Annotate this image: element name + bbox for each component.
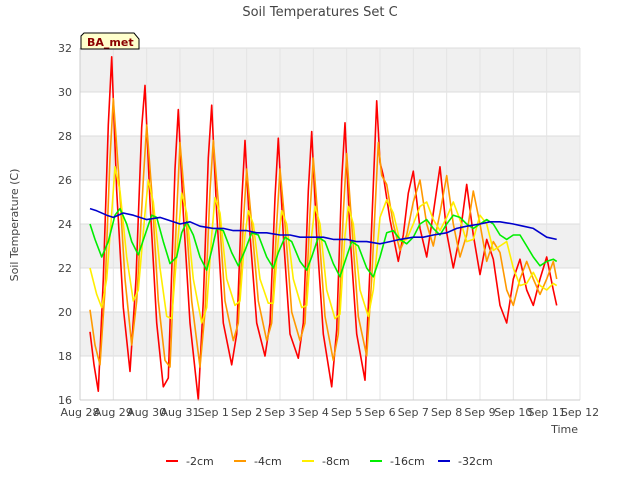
x-tick-label: Sep 3 — [264, 406, 295, 419]
y-tick-label: 30 — [58, 86, 72, 99]
y-tick-label: 26 — [58, 174, 72, 187]
plot-band — [80, 48, 580, 92]
series-line-32cmcm — [89, 207, 557, 245]
y-tick-label: 24 — [58, 218, 72, 231]
x-tick-label: Aug 29 — [94, 406, 133, 419]
plot-band — [80, 136, 580, 180]
plot-band — [80, 180, 580, 224]
x-axis-title: Time — [550, 423, 578, 436]
x-tick-label: Sep 1 — [198, 406, 229, 419]
y-axis-ticks: 16 18 20 22 24 26 28 30 32 — [58, 42, 72, 407]
x-tick-label: Sep 2 — [231, 406, 262, 419]
legend-label: -32cm — [458, 455, 493, 468]
plot-band — [80, 92, 580, 136]
y-tick-label: 28 — [58, 130, 72, 143]
plot-background — [80, 48, 580, 400]
y-tick-label: 20 — [58, 306, 72, 319]
chart-title: Soil Temperatures Set C — [242, 5, 397, 20]
y-axis-title: Soil Temperature (C) — [8, 169, 21, 282]
legend-label: -8cm — [322, 455, 350, 468]
x-tick-label: Aug 30 — [127, 406, 166, 419]
x-tick-label: Aug 31 — [161, 406, 200, 419]
series-layer — [89, 55, 558, 401]
x-tick-label: Sep 7 — [398, 406, 429, 419]
axes — [79, 48, 580, 401]
x-tick-label: Sep 6 — [364, 406, 395, 419]
legend-label: -16cm — [390, 455, 425, 468]
legend-label: -2cm — [186, 455, 214, 468]
badge-shape — [80, 32, 140, 50]
series-line-4cmcm — [89, 97, 558, 368]
legend: -2cm -4cm -8cm -16cm -32cm — [166, 455, 493, 468]
x-tick-label: Sep 11 — [528, 406, 566, 419]
x-tick-label: Sep 12 — [561, 406, 599, 419]
x-tick-label: Sep 9 — [464, 406, 495, 419]
y-tick-label: 22 — [58, 262, 72, 275]
legend-label: -4cm — [254, 455, 282, 468]
x-tick-label: Sep 10 — [494, 406, 532, 419]
y-tick-label: 32 — [58, 42, 72, 55]
y-tick-label: 16 — [58, 394, 72, 407]
series-line-8cmcm — [89, 166, 558, 324]
x-tick-label: Sep 8 — [431, 406, 462, 419]
x-tick-label: Sep 5 — [331, 406, 362, 419]
x-tick-label: Sep 4 — [298, 406, 329, 419]
y-tick-label: 18 — [58, 350, 72, 363]
station-badge: BA_met — [80, 32, 140, 50]
x-tick-label: Aug 28 — [61, 406, 100, 419]
badge-label: BA_met — [87, 36, 134, 49]
